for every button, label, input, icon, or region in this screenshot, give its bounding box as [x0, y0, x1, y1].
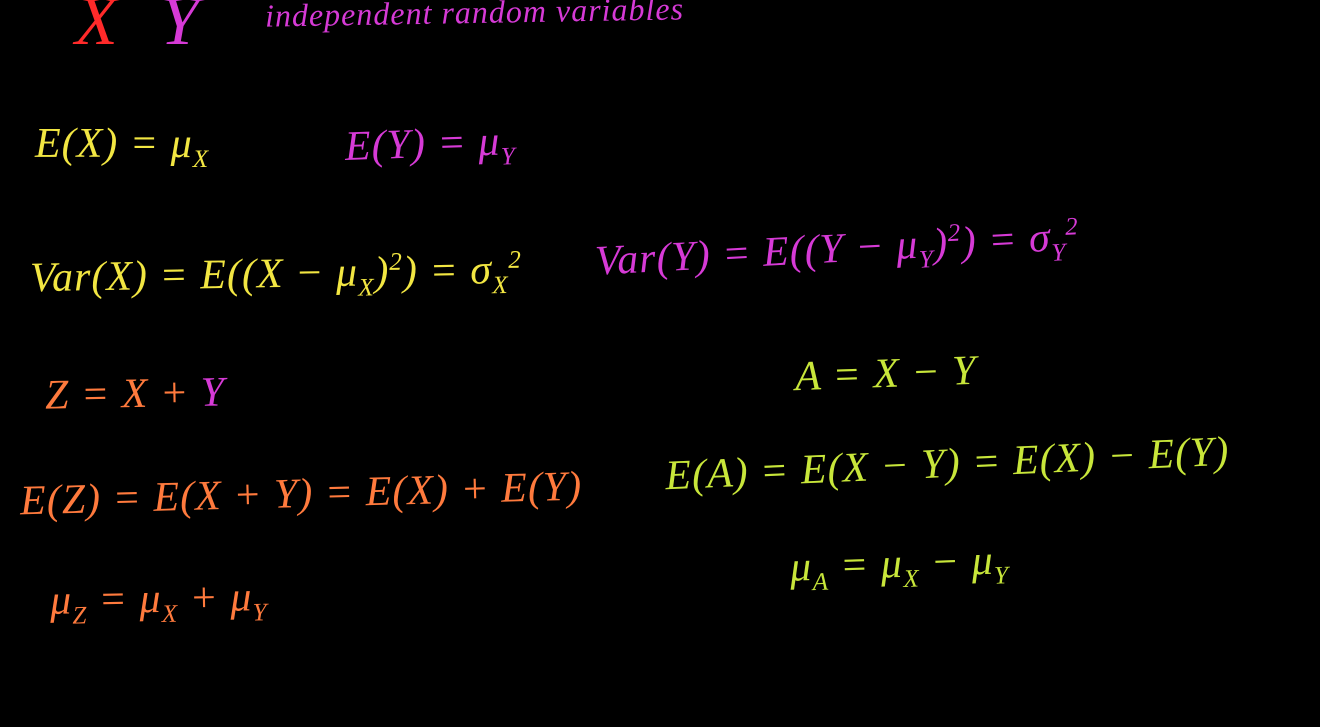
varx-sub2: X: [492, 272, 509, 299]
varx-p1: Var(X) = E((X − μ: [30, 250, 359, 302]
equation-vary: Var(Y) = E((Y − μY)2) = σY2: [594, 212, 1081, 291]
variable-y-label: Y: [160, 0, 200, 62]
vary-p1: Var(Y) = E((Y − μ: [594, 222, 919, 285]
equation-muz: μZ = μX + μY: [50, 573, 268, 631]
vary-tail: ) = σ: [961, 215, 1052, 266]
equation-ex: E(X) = μX: [35, 120, 209, 174]
varx-sup2: 2: [508, 247, 522, 274]
equation-ey: E(Y) = μY: [344, 117, 516, 177]
variable-x-label: X: [75, 0, 119, 62]
ex-sub: X: [193, 146, 209, 173]
blackboard: X Y independent random variables E(X) = …: [0, 0, 1320, 727]
ey-main: E(Y) = μ: [344, 119, 501, 170]
equation-a: A = X − Y: [794, 347, 977, 401]
vary-sup1: 2: [947, 219, 962, 247]
mua-mid: = μ: [828, 541, 904, 590]
equation-varx: Var(X) = E((X − μX)2) = σX2: [30, 246, 523, 309]
vary-sup2: 2: [1064, 213, 1079, 241]
z-lhs: Z = X +: [45, 370, 201, 419]
varx-mid: ): [374, 249, 390, 295]
ey-sub: Y: [500, 143, 516, 171]
muz-sub2: X: [162, 601, 179, 628]
muz-mid2: + μ: [177, 574, 252, 621]
varx-sub1: X: [358, 274, 375, 301]
muz-sub1: Z: [72, 602, 87, 629]
equation-ez: E(Z) = E(X + Y) = E(X) + E(Y): [19, 463, 582, 526]
mua-p1: μ: [789, 544, 813, 591]
mua-sub1: A: [812, 569, 829, 597]
ex-main: E(X) = μ: [35, 121, 193, 167]
heading-text: independent random variables: [265, 0, 685, 35]
mua-mid2: − μ: [918, 538, 994, 587]
muz-p1: μ: [50, 578, 73, 624]
vary-sub2: Y: [1051, 239, 1067, 267]
varx-sup1: 2: [389, 249, 403, 276]
mua-sub2: X: [903, 565, 920, 593]
muz-mid: = μ: [87, 576, 162, 623]
muz-sub3: Y: [252, 599, 267, 626]
equation-mua: μA = μX − μY: [789, 536, 1010, 598]
z-y: Y: [200, 369, 225, 415]
mua-sub3: Y: [994, 562, 1010, 590]
varx-tail: ) = σ: [403, 247, 493, 295]
equation-ea: E(A) = E(X − Y) = E(X) − E(Y): [664, 428, 1230, 501]
equation-z: Z = X + Y: [45, 368, 226, 419]
